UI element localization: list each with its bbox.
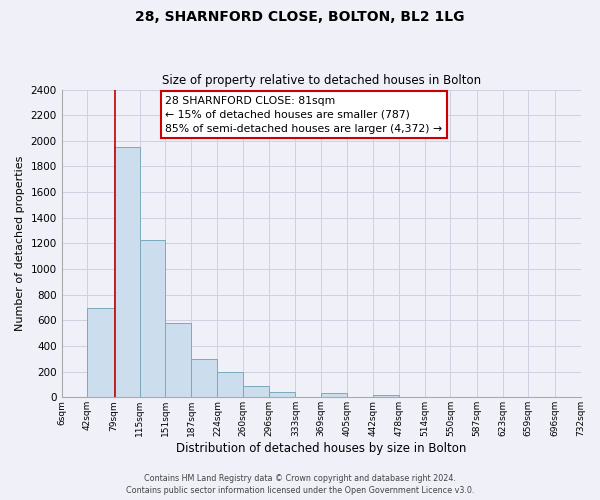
Text: 28, SHARNFORD CLOSE, BOLTON, BL2 1LG: 28, SHARNFORD CLOSE, BOLTON, BL2 1LG [135, 10, 465, 24]
X-axis label: Distribution of detached houses by size in Bolton: Distribution of detached houses by size … [176, 442, 466, 455]
Bar [373, 396, 399, 398]
Bar [140, 240, 165, 398]
Bar [165, 323, 191, 398]
Bar [191, 359, 217, 398]
Bar [243, 386, 269, 398]
Bar [114, 148, 140, 398]
Bar [269, 392, 295, 398]
Bar [88, 308, 114, 398]
Text: Contains HM Land Registry data © Crown copyright and database right 2024.
Contai: Contains HM Land Registry data © Crown c… [126, 474, 474, 495]
Text: 28 SHARNFORD CLOSE: 81sqm
← 15% of detached houses are smaller (787)
85% of semi: 28 SHARNFORD CLOSE: 81sqm ← 15% of detac… [166, 96, 443, 134]
Title: Size of property relative to detached houses in Bolton: Size of property relative to detached ho… [161, 74, 481, 87]
Bar [321, 393, 347, 398]
Y-axis label: Number of detached properties: Number of detached properties [15, 156, 25, 331]
Bar [217, 372, 243, 398]
